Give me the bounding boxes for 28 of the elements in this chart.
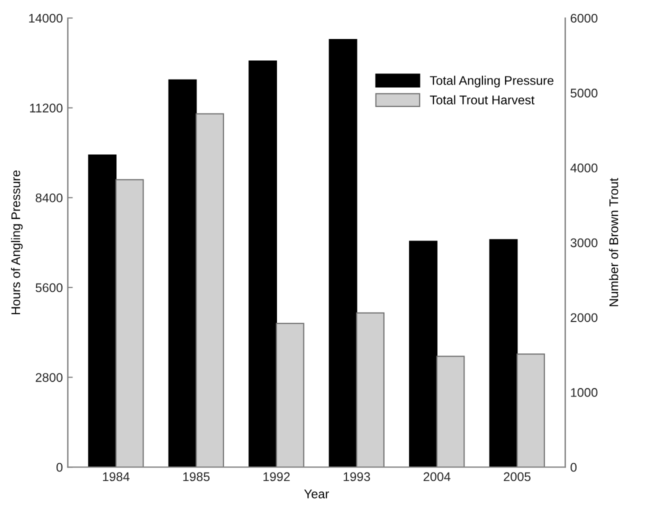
y-axis-title: Hours of Angling Pressure [11,170,23,314]
y2-tick-label: 6000 [570,14,598,23]
x-tick-label: 2005 [504,472,530,482]
bar [248,60,277,468]
x-tick-label: 2004 [424,472,450,482]
y-tick-label: 14000 [29,14,62,23]
bar [489,239,518,468]
legend-label: Total Angling Pressure [430,76,554,88]
y2-tick-label: 1000 [571,388,598,397]
y2-tick-label: 4000 [570,164,598,172]
y-tick-label: 2800 [36,373,62,382]
y-tick-label: 0 [56,462,62,472]
x-tick-label: 1992 [263,472,290,482]
x-axis-title: Year [304,490,329,498]
x-tick-label: 1985 [183,472,210,482]
y2-tick-label: 5000 [570,88,598,98]
y2-tick-label: 3000 [570,238,598,248]
x-tick-label: 1993 [344,472,370,482]
legend-label: Total Trout Harvest [430,95,534,104]
x-tick-label: 1984 [103,472,130,482]
bar [328,38,358,468]
y-tick-label: 5600 [36,283,62,292]
y-tick-label: 11200 [30,104,62,112]
bar [409,240,438,468]
y2-tick-label: 2000 [570,313,598,322]
y2-axis-title: Number of Brown Trout [609,178,618,306]
y-tick-label: 8400 [36,193,62,202]
y2-tick-label: 0 [570,462,577,472]
